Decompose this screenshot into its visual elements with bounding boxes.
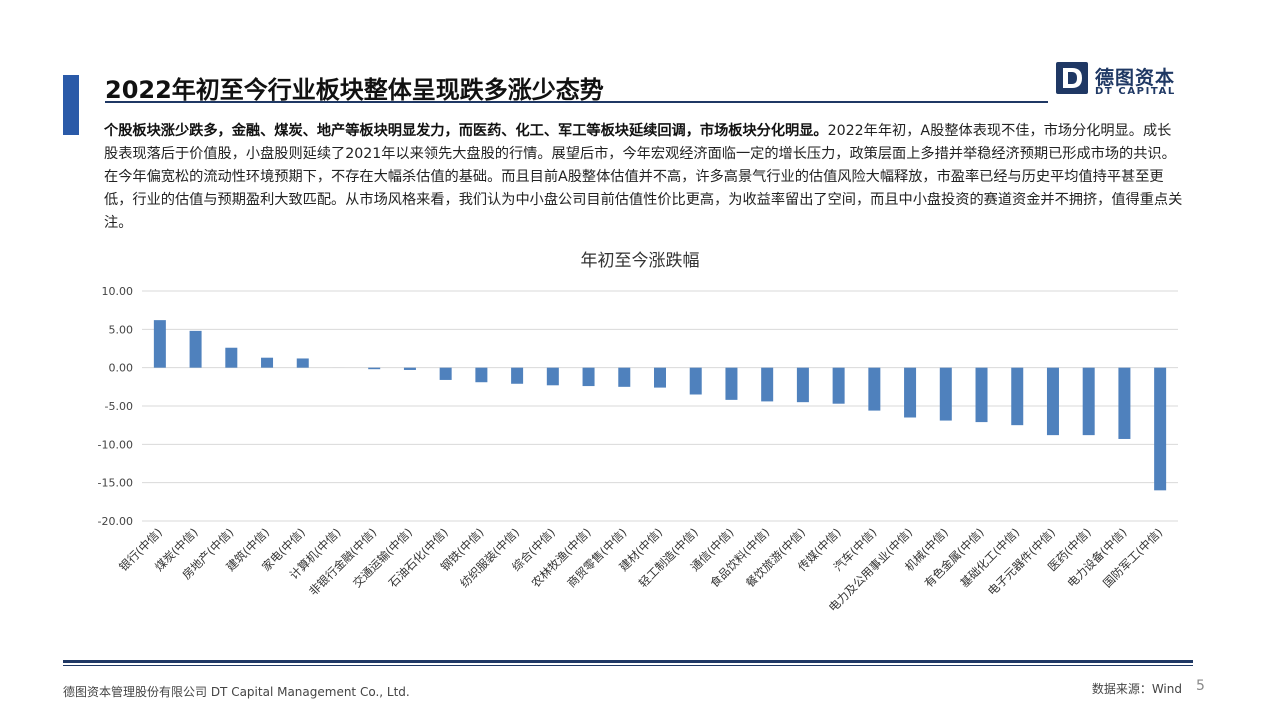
y-tick-label: -20.00 <box>98 515 133 528</box>
bar <box>475 367 488 383</box>
summary-paragraph: 个股板块涨少跌多，金融、煤炭、地产等板块明显发力，而医药、化工、军工等板块延续回… <box>104 120 1184 235</box>
page-title: 2022年初至今行业板块整体呈现跌多涨少态势 <box>105 76 604 104</box>
bar <box>189 330 202 368</box>
x-axis-labels: 银行(中信)煤炭(中信)房地产(中信)建筑(中信)家电(中信)计算机(中信)非银… <box>116 525 1165 614</box>
title-accent-bar <box>63 75 79 135</box>
bar <box>618 367 631 387</box>
bar <box>1118 367 1131 439</box>
data-source-note: 数据来源：Wind <box>1091 682 1182 696</box>
chart-title: 年初至今涨跌幅 <box>581 251 700 271</box>
bar <box>153 320 166 368</box>
industry-return-bar-chart: 年初至今涨跌幅 10.00 5.00 0.00 -5.00 -10.00 -15.00 -2… <box>98 251 1178 615</box>
bar <box>261 357 274 368</box>
y-tick-label: 0.00 <box>109 362 134 375</box>
bar <box>511 367 524 384</box>
bar <box>904 367 917 418</box>
dt-logo-icon <box>1056 62 1088 94</box>
bar <box>689 367 702 395</box>
bar <box>582 367 595 387</box>
bar <box>546 367 559 386</box>
summary-lead: 个股板块涨少跌多，金融、煤炭、地产等板块明显发力，而医药、化工、军工等板块延续回… <box>104 123 828 139</box>
page-number: 5 <box>1196 678 1205 694</box>
summary-body: 2022年年初，A股整体表现不佳，市场分化明显。成长股表现落后于价值股，小盘股则… <box>104 123 1183 231</box>
chart-bars <box>153 320 1167 491</box>
bar <box>761 367 774 402</box>
bar <box>975 367 988 423</box>
bar <box>939 367 952 421</box>
bar <box>1082 367 1095 436</box>
bar <box>439 367 452 380</box>
bar <box>868 367 881 411</box>
bar <box>1154 367 1167 491</box>
bar <box>1011 367 1024 426</box>
bar <box>796 367 809 403</box>
bar <box>1046 367 1059 436</box>
footer-rule <box>63 660 1193 663</box>
footer-company: 德图资本管理股份有限公司 DT Capital Management Co., … <box>63 685 410 699</box>
y-tick-label: -10.00 <box>98 438 133 451</box>
bar <box>654 367 666 388</box>
bar <box>725 367 738 400</box>
bar <box>832 367 845 404</box>
footer-rule-thin <box>63 665 1193 666</box>
bar <box>368 367 381 370</box>
title-underline <box>105 101 1048 103</box>
y-axis-ticks: 10.00 5.00 0.00 -5.00 -10.00 -15.00 -20.00 <box>98 285 133 528</box>
logo-chinese-name: 德图资本 <box>1095 67 1176 89</box>
logo-english-name: DT CAPITAL <box>1095 86 1176 97</box>
y-tick-label: -5.00 <box>105 400 133 413</box>
company-logo: 德图资本 DT CAPITAL <box>1056 62 1186 102</box>
bar <box>403 367 416 370</box>
bar <box>225 347 238 368</box>
y-tick-label: 10.00 <box>102 285 134 298</box>
y-tick-label: 5.00 <box>109 323 134 336</box>
y-tick-label: -15.00 <box>98 477 133 490</box>
bar <box>296 358 309 368</box>
